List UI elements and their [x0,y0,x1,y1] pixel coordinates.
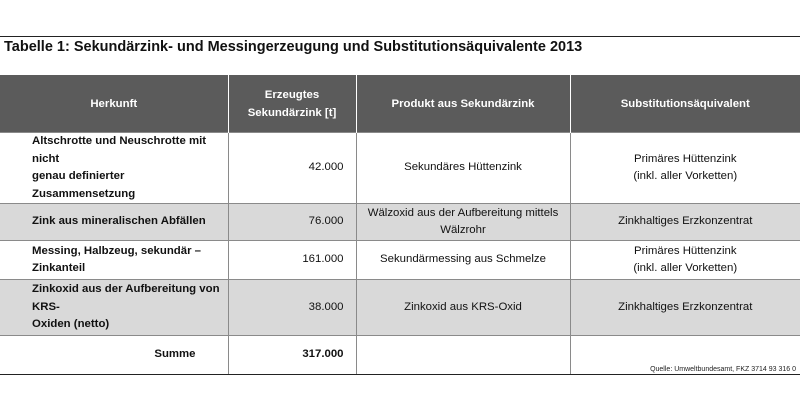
table-row: Zinkoxid aus der Aufbereitung von KRS- O… [0,279,800,336]
cell-menge: 76.000 [227,203,356,241]
cell-text: Primäres Hüttenzink [633,244,737,257]
cell-menge: 161.000 [227,240,356,280]
title-top-rule [0,36,800,37]
cell-herkunft: Messing, Halbzeug, sekundär – Zinkanteil [0,240,228,280]
cell-text: Altschrotte und Neuschrotte mit nicht [32,135,207,165]
header-erzeugt-line2: Sekundärzink [t] [247,106,337,119]
empty-cell [355,335,570,375]
cell-herkunft: Zink aus mineralischen Abfällen [0,203,228,241]
header-substitution: Substitutionsäquivalent [569,75,800,133]
cell-menge: 38.000 [227,279,356,336]
header-produkt: Produkt aus Sekundärzink [355,75,570,133]
data-table: Herkunft Erzeugtes Sekundärzink [t] Prod… [0,75,800,375]
cell-text: genau definierter Zusammensetzung [32,170,136,200]
table-row: Zink aus mineralischen Abfällen 76.000 W… [0,203,800,241]
cell-text: Messing, Halbzeug, sekundär – [32,244,202,257]
cell-produkt: Zinkoxid aus KRS-Oxid [355,279,570,336]
sum-row: Summe 317.000 [0,335,800,375]
cell-text: (inkl. aller Vorketten) [633,262,738,274]
header-erzeugtes-sekundaerzink: Erzeugtes Sekundärzink [t] [227,75,356,133]
header-herkunft: Herkunft [0,75,228,133]
sum-label: Summe [0,335,228,375]
cell-substitution: Primäres Hüttenzink (inkl. aller Vorkett… [569,240,800,280]
cell-produkt: Sekundärmessing aus Schmelze [355,240,570,280]
cell-produkt: Sekundäres Hüttenzink [355,132,570,204]
cell-substitution: Zinkhaltiges Erzkonzentrat [569,279,800,336]
cell-text: Wälzoxid aus der Aufbereitung mittels [367,206,559,219]
cell-text: Wälzrohr [440,224,486,236]
cell-substitution: Primäres Hüttenzink (inkl. aller Vorkett… [569,132,800,204]
table-title: Tabelle 1: Sekundärzink- und Messingerze… [4,39,583,55]
cell-text: (inkl. aller Vorketten) [633,170,738,182]
source-note: Quelle: Umweltbundesamt, FKZ 3714 93 316… [650,366,796,373]
empty-cell [569,335,800,375]
cell-herkunft: Zinkoxid aus der Aufbereitung von KRS- O… [0,279,228,336]
cell-substitution: Zinkhaltiges Erzkonzentrat [569,203,800,241]
cell-menge: 42.000 [227,132,356,204]
sum-value: 317.000 [227,335,356,375]
cell-text: Primäres Hüttenzink [633,152,737,165]
header-row: Herkunft Erzeugtes Sekundärzink [t] Prod… [0,75,800,133]
cell-herkunft: Altschrotte und Neuschrotte mit nicht ge… [0,132,228,204]
cell-text: Oxiden (netto) [32,318,110,331]
cell-text: Zinkanteil [32,262,86,274]
cell-produkt: Wälzoxid aus der Aufbereitung mittels Wä… [355,203,570,241]
cell-text: Zinkoxid aus der Aufbereitung von KRS- [32,283,220,313]
header-erzeugt-line1: Erzeugtes [264,88,320,101]
table-row: Messing, Halbzeug, sekundär – Zinkanteil… [0,240,800,280]
table-row: Altschrotte und Neuschrotte mit nicht ge… [0,132,800,204]
